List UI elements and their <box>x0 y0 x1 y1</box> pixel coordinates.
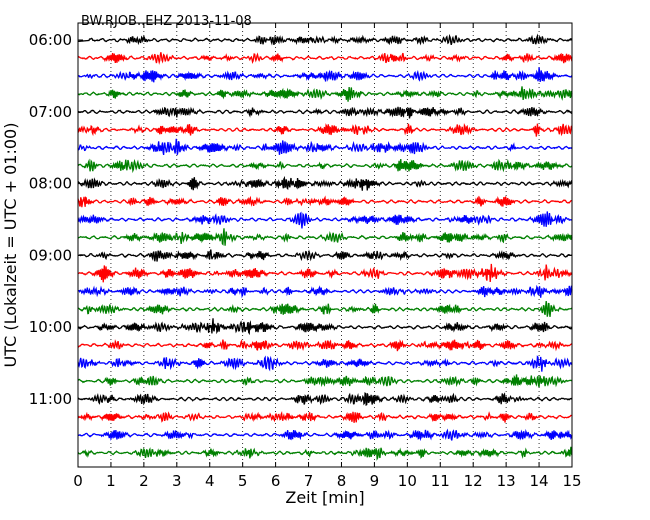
y-axis: 06:00 07:00 08:00 09:00 10:00 11:00 <box>29 31 572 408</box>
x-tick-label: 15 <box>562 472 581 490</box>
trace-0730 <box>77 138 573 156</box>
trace-1145 <box>77 446 573 461</box>
trace-0945 <box>77 300 573 317</box>
y-tick-label: 11:00 <box>29 390 72 408</box>
x-tick-label: 14 <box>530 472 549 490</box>
x-axis-label: Zeit [min] <box>285 488 364 507</box>
trace-0800 <box>77 175 573 191</box>
trace-0615 <box>77 52 573 65</box>
x-axis: 0 1 2 3 4 5 6 7 8 9 10 11 12 13 14 15 <box>73 23 582 490</box>
trace-1000 <box>77 318 573 336</box>
x-tick-label: 1 <box>106 472 116 490</box>
trace-0715 <box>77 122 573 137</box>
trace-0630 <box>77 67 573 83</box>
chart-title: BW.RJOB..EHZ 2013-11-08 <box>81 14 252 29</box>
x-tick-label: 9 <box>370 472 380 490</box>
y-tick-label: 06:00 <box>29 31 72 49</box>
trace-1015 <box>77 339 573 352</box>
trace-1115 <box>77 410 573 423</box>
trace-0900 <box>77 249 573 262</box>
traces <box>77 33 573 461</box>
x-tick-label: 6 <box>271 472 281 490</box>
trace-0700 <box>77 106 573 119</box>
trace-0830 <box>77 211 572 229</box>
y-tick-label: 09:00 <box>29 246 72 264</box>
trace-0600 <box>77 33 573 46</box>
x-tick-label: 7 <box>304 472 314 490</box>
trace-0845 <box>77 228 573 246</box>
x-tick-label: 8 <box>337 472 347 490</box>
trace-0930 <box>77 284 573 299</box>
x-tick-label: 2 <box>139 472 149 490</box>
y-axis-label: UTC (Lokalzeit = UTC + 01:00) <box>1 123 20 368</box>
x-tick-label: 13 <box>497 472 516 490</box>
x-tick-label: 4 <box>205 472 215 490</box>
x-tick-label: 10 <box>398 472 417 490</box>
trace-0815 <box>77 195 573 208</box>
plot-frame <box>77 22 573 468</box>
trace-1030 <box>77 355 573 372</box>
trace-1100 <box>77 392 573 407</box>
x-tick-label: 0 <box>73 472 83 490</box>
y-tick-label: 08:00 <box>29 175 72 193</box>
trace-1045 <box>77 374 573 388</box>
x-tick-label: 11 <box>431 472 450 490</box>
y-tick-label: 10:00 <box>29 318 72 336</box>
trace-0645 <box>77 86 573 102</box>
grid-lines <box>110 23 540 467</box>
x-tick-label: 12 <box>464 472 483 490</box>
trace-0915 <box>77 263 573 283</box>
y-tick-label: 07:00 <box>29 103 72 121</box>
trace-1130 <box>77 428 573 442</box>
x-tick-label: 5 <box>238 472 248 490</box>
trace-0745 <box>77 158 573 174</box>
x-tick-label: 3 <box>172 472 182 490</box>
